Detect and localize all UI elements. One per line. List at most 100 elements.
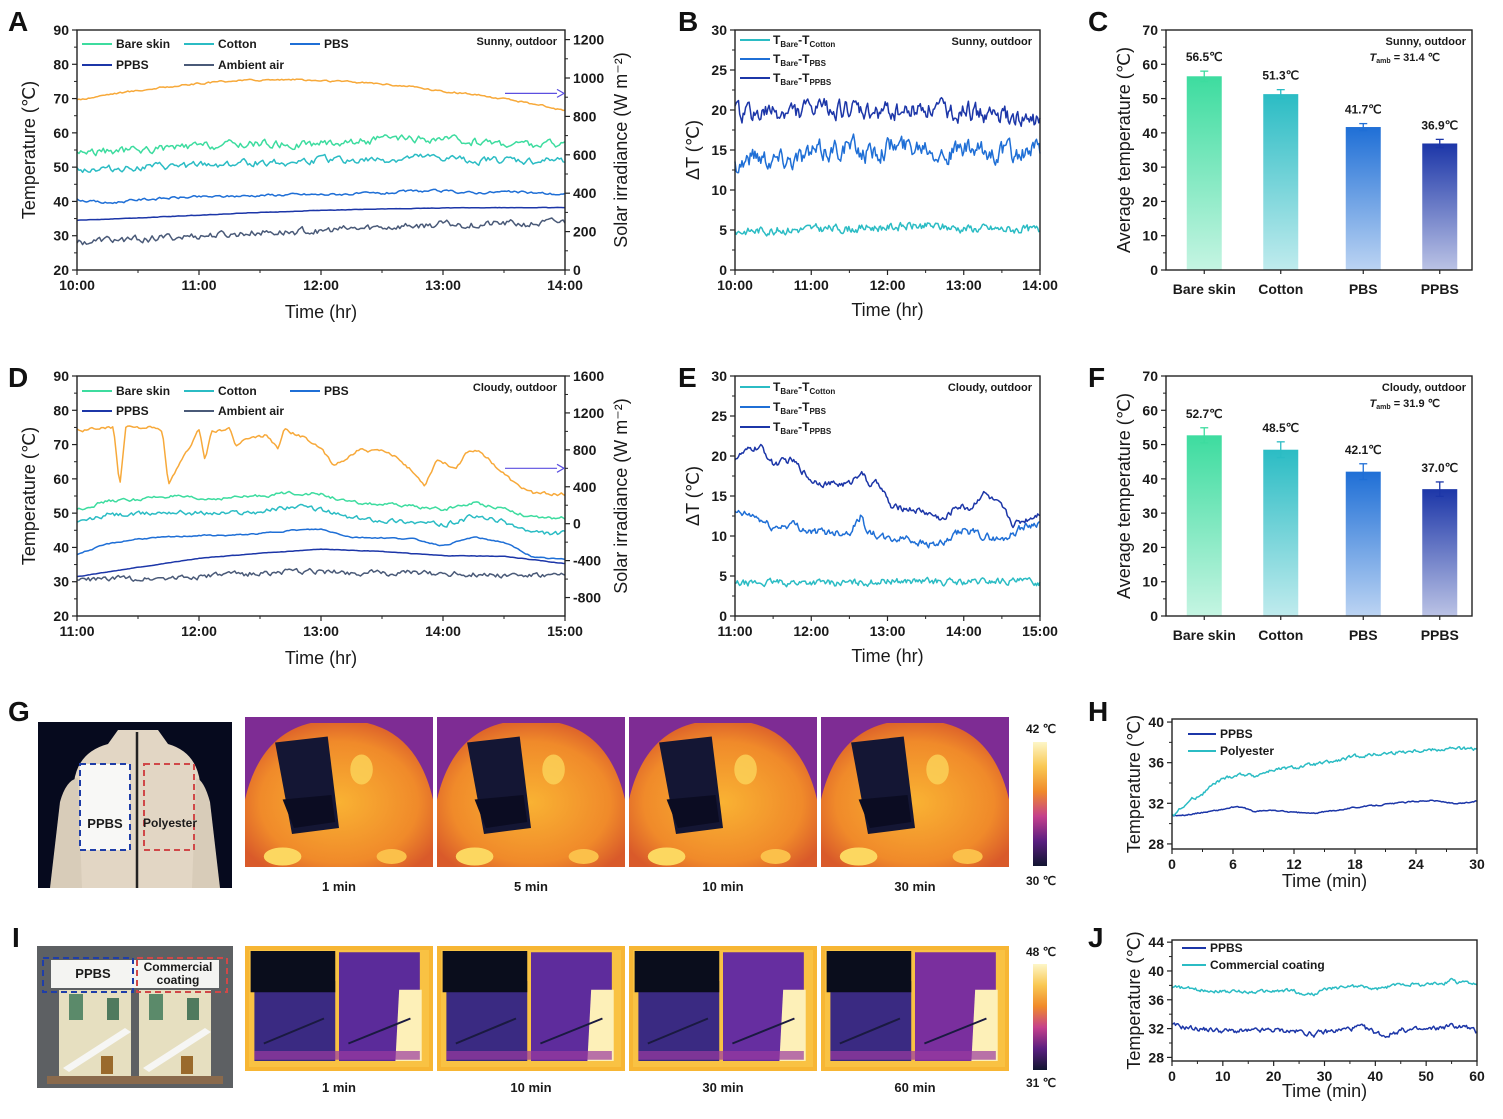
condition-annotation: Cloudy, outdoor [948,382,1033,394]
bar-data-label: 51.3℃ [1262,69,1299,83]
house-model-photo: PPBS Commercial coating [37,946,233,1088]
x-axis-title: Time (min) [1282,1081,1367,1101]
y-tick-label: 28 [1148,836,1164,852]
x-category-label: Bare skin [1173,281,1236,297]
thermal-image-jacket [245,717,433,867]
y-tick-label: 20 [1142,193,1158,209]
y-tick-label: 5 [719,568,727,584]
y-tick-label: 20 [53,262,69,278]
thermal-image-jacket [437,717,625,867]
bar-ppbs [1422,489,1458,616]
legend-label: PPBS [116,404,149,418]
thermal-image-house [629,946,817,1071]
arrow-head-icon [556,463,566,473]
y-tick-label: 80 [53,56,69,72]
x-tick-label: 11:00 [717,623,752,639]
y-tick-label: 15 [711,142,727,158]
colorbar-g-max: 42 ℃ [1026,722,1057,736]
x-tick-label: 0 [1168,1068,1176,1084]
series-line-t-bare-t-pbs [734,133,1041,174]
y2-tick-label: 1000 [573,70,604,86]
y-tick-label: 20 [711,448,727,464]
colorbar-g [1033,742,1047,866]
x-tick-label: 20 [1266,1068,1282,1084]
x-tick-label: 13:00 [303,623,339,639]
y-tick-label: 50 [1142,91,1158,107]
y-tick-label: 80 [53,402,69,418]
y-tick-label: 70 [1142,368,1158,384]
x-tick-label: 10 [1215,1068,1231,1084]
photo-label-ppbs: PPBS [87,816,123,831]
colorbar-i-min: 31 ℃ [1026,1076,1057,1090]
photo-label-ppbs: PPBS [75,966,111,981]
x-tick-label: 13:00 [425,277,461,293]
y-tick-label: 30 [53,228,69,244]
legend-label: PPBS [1210,941,1243,955]
y-tick-label: 30 [1142,505,1158,521]
thermal-caption: 10 min [510,1080,552,1095]
y-tick-label: 90 [53,368,69,384]
y-tick-label: 0 [1150,608,1158,624]
y-tick-label: 70 [53,91,69,107]
x-category-label: PPBS [1421,281,1459,297]
condition-annotation: Cloudy, outdoor [473,382,558,394]
y-tick-label: 0 [719,608,727,624]
thermal-caption: 1 min [322,1080,356,1095]
y-tick-label: 40 [1148,714,1164,730]
panel-label-f: F [1088,362,1106,393]
chart-a-plot: 10:00 11:00 12:00 13:00 14:00 20 30 40 50 60 70 80 9… [19,22,631,322]
x-tick-label: 13:00 [870,623,906,639]
y2-tick-label: 400 [573,479,597,495]
x-tick-label: 18 [1347,856,1363,872]
x-tick-label: 13:00 [946,277,982,293]
chart-c-plot: 56.5℃ Bare skin 51.3℃ Cotton 41.7℃ PBS 36.9℃ PP… [1114,22,1473,297]
legend-label: TBare-TPPBS [773,71,832,87]
y-tick-label: 40 [53,193,69,209]
y-axis-title: Average temperature (℃) [1114,393,1134,599]
series-line-cotton [76,153,566,174]
legend-label: TBare-TCotton [773,380,835,396]
y-tick-label: 25 [711,62,727,78]
y-tick-label: 50 [53,505,69,521]
x-axis-title: Time (hr) [851,646,923,666]
y-tick-label: 25 [711,408,727,424]
y2-tick-label: 800 [573,108,597,124]
series-line-t-bare-t-pbs [734,509,1041,549]
y-axis-title: ΔT (℃) [683,120,703,180]
colorbar-i-max: 48 ℃ [1026,945,1057,959]
thermal-image-house [821,946,1009,1071]
series-line-commercial-coating [1171,977,1478,997]
y-tick-label: 36 [1148,755,1164,771]
y-tick-label: 30 [53,574,69,590]
x-tick-label: 12:00 [181,623,217,639]
y-tick-label: 44 [1148,934,1164,950]
series-line-ambient-air [76,217,566,246]
thermal-image-jacket [821,717,1009,867]
series-line-t-bare-t-cotton [734,576,1041,588]
y-tick-label: 60 [1142,402,1158,418]
y2-axis-title: Solar irradiance (W m⁻²) [611,52,631,248]
series-line-ambient-air [76,567,566,582]
x-tick-label: 10:00 [59,277,95,293]
colorbar-g-min: 30 ℃ [1026,874,1057,888]
chart-b-plot: 10:00 11:00 12:00 13:00 14:00 0 5 10 15 20 25 30 Tim… [683,22,1058,320]
y2-axis-title: Solar irradiance (W m⁻²) [611,398,631,594]
x-tick-label: 14:00 [1022,277,1058,293]
series-line-pbs [76,528,566,561]
bar-data-label: 48.5℃ [1262,421,1299,435]
x-tick-label: 50 [1418,1068,1434,1084]
x-tick-label: 11:00 [59,623,94,639]
x-tick-label: 12:00 [303,277,339,293]
y-tick-label: 60 [53,471,69,487]
x-tick-label: 11:00 [181,277,216,293]
chart-f-plot: 52.7℃ Bare skin 48.5℃ Cotton 42.1℃ PBS 37.0℃ PP… [1114,368,1473,643]
thermal-image-jacket [629,717,817,867]
condition-annotation: Sunny, outdoor [952,36,1033,48]
y-tick-label: 90 [53,22,69,38]
